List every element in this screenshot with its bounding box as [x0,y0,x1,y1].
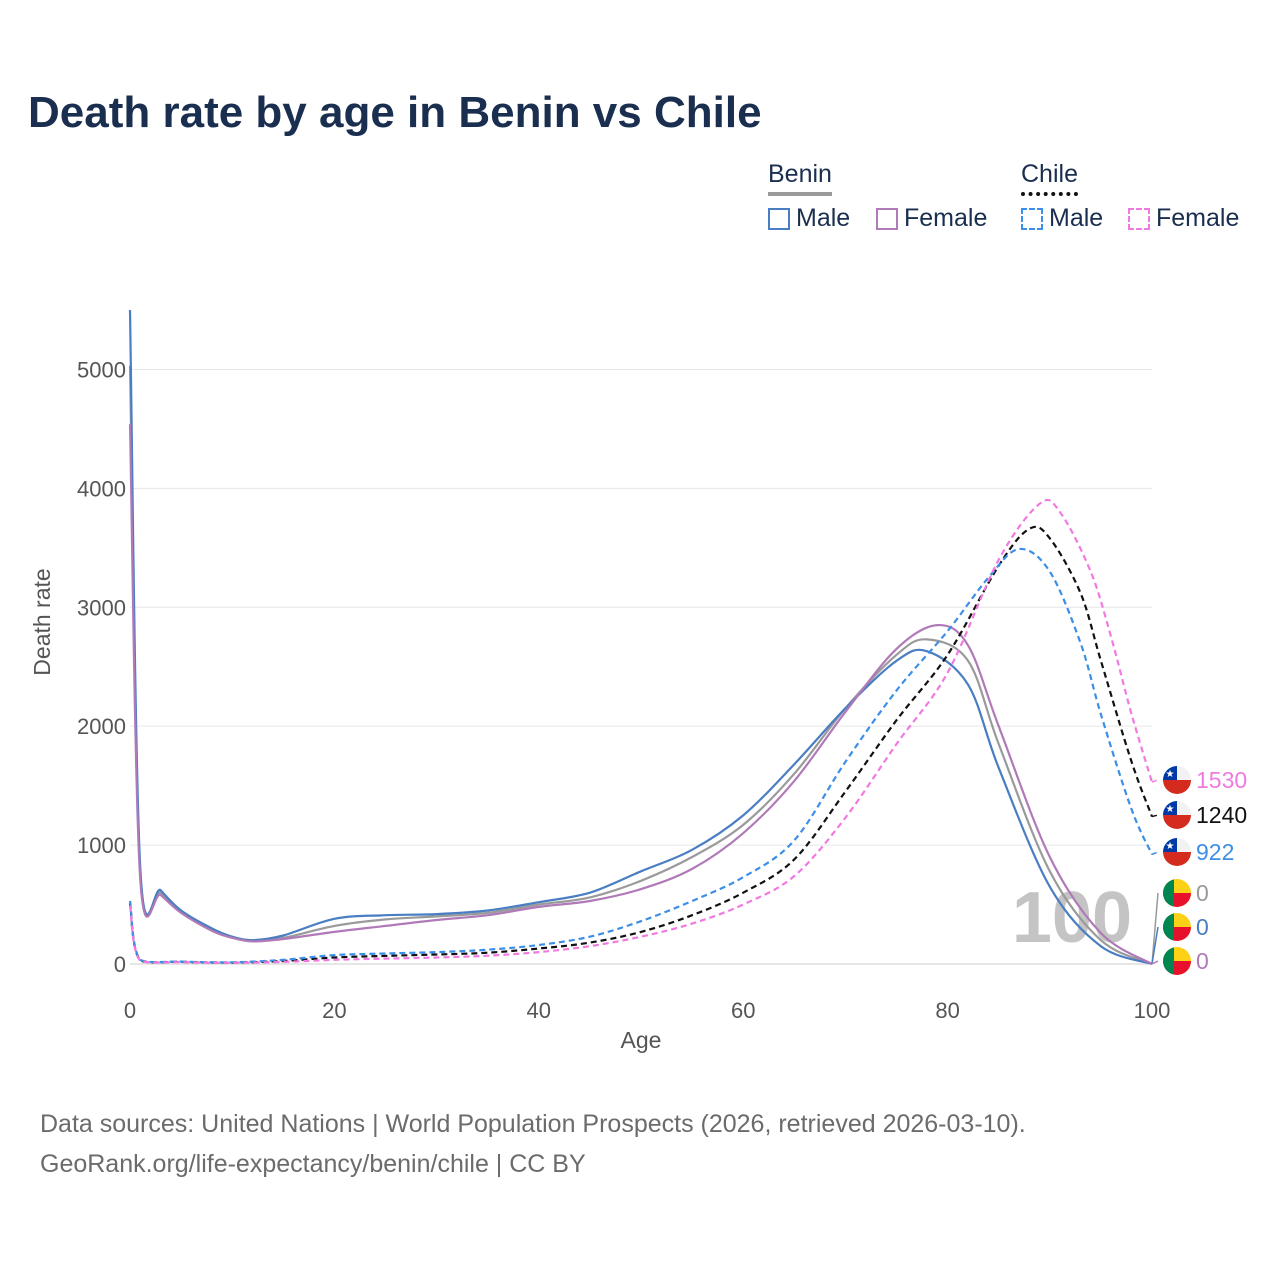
flag-star: ★ [1166,804,1175,815]
flag-chile-icon: ★ [1163,838,1191,866]
y-tick-label: 4000 [77,476,126,501]
legend-label-benin-female: Female [904,204,988,232]
footer-source: Data sources: United Nations | World Pop… [40,1110,1026,1138]
end-connector [1151,926,1159,965]
end-value-label: 0 [1196,948,1209,974]
flag-star: ★ [1166,769,1175,780]
legend-label-chile-male: Male [1049,204,1104,232]
end-connector [1151,892,1159,965]
legend-item-benin-male[interactable]: Male [768,204,850,233]
flag-chile-icon: ★ [1163,766,1191,794]
flag-green-band [1163,879,1174,907]
end-value-label: 1240 [1196,802,1247,828]
x-tick-label: 100 [1134,998,1171,1023]
x-axis-label: Age [621,1027,662,1053]
x-tick-label: 60 [731,998,755,1023]
flag-benin-icon [1163,913,1191,941]
flag-body [1163,947,1191,975]
x-tick-label: 20 [322,998,346,1023]
legend-swatch-benin-male [768,207,790,230]
chart-title: Death rate by age in Benin vs Chile [28,88,762,137]
legend-item-benin-female[interactable]: Female [876,204,987,233]
flag-body [1163,913,1191,941]
end-value-label: 922 [1196,839,1234,865]
legend-group-benin-title[interactable]: Benin [768,160,832,196]
flag-benin-icon [1163,947,1191,975]
series-line-benin-total [128,365,1153,966]
series-line-chile-male [128,547,1154,964]
series-line-chile-female [128,498,1154,964]
series-line-benin-male [128,309,1153,966]
end-connector [1151,814,1159,818]
y-tick-label: 1000 [77,833,126,858]
legend-group-chile-title[interactable]: Chile [1021,160,1078,196]
y-tick-label: 0 [114,952,126,977]
flag-green-band [1163,947,1174,975]
y-tick-label: 5000 [77,357,126,382]
legend-item-chile-female[interactable]: Female [1128,204,1239,233]
x-tick-label: 40 [527,998,551,1023]
flag-green-band [1163,913,1174,941]
legend-swatch-benin-female [876,207,898,230]
flag-chile-icon: ★ [1163,801,1191,829]
end-value-label: 0 [1196,880,1209,906]
y-tick-label: 2000 [77,714,126,739]
flag-red-band [1163,780,1191,794]
legend-group-chile[interactable]: Chile [1021,160,1078,196]
series-line-chile-total [128,525,1154,964]
legend-label-chile-female: Female [1156,204,1240,232]
legend: Benin Male Female Chile Male Female [0,160,1280,240]
flag-red-band [1163,815,1191,829]
end-connector [1151,960,1159,965]
flag-red-band [1163,852,1191,866]
x-tick-label: 0 [124,998,136,1023]
end-connector [1151,779,1159,783]
flag-star: ★ [1166,841,1175,852]
legend-item-chile-male[interactable]: Male [1021,204,1103,233]
y-axis-label: Death rate [29,568,55,675]
footer-link[interactable]: GeoRank.org/life-expectancy/benin/chile … [40,1150,586,1178]
end-value-label: 1530 [1196,767,1247,793]
end-value-label: 0 [1196,914,1209,940]
legend-swatch-chile-male [1021,207,1043,230]
y-tick-label: 3000 [77,595,126,620]
legend-swatch-chile-female [1128,207,1150,230]
flag-body [1163,879,1191,907]
footer: Data sources: United Nations | World Pop… [40,1104,1026,1184]
flag-benin-icon [1163,879,1191,907]
end-connector [1151,851,1159,856]
flag-body: ★ [1163,766,1191,794]
flag-body: ★ [1163,838,1191,866]
series-line-benin-female [128,424,1153,965]
legend-group-benin[interactable]: Benin [768,160,832,196]
flag-body: ★ [1163,801,1191,829]
legend-label-benin-male: Male [796,204,851,232]
x-tick-label: 80 [935,998,959,1023]
